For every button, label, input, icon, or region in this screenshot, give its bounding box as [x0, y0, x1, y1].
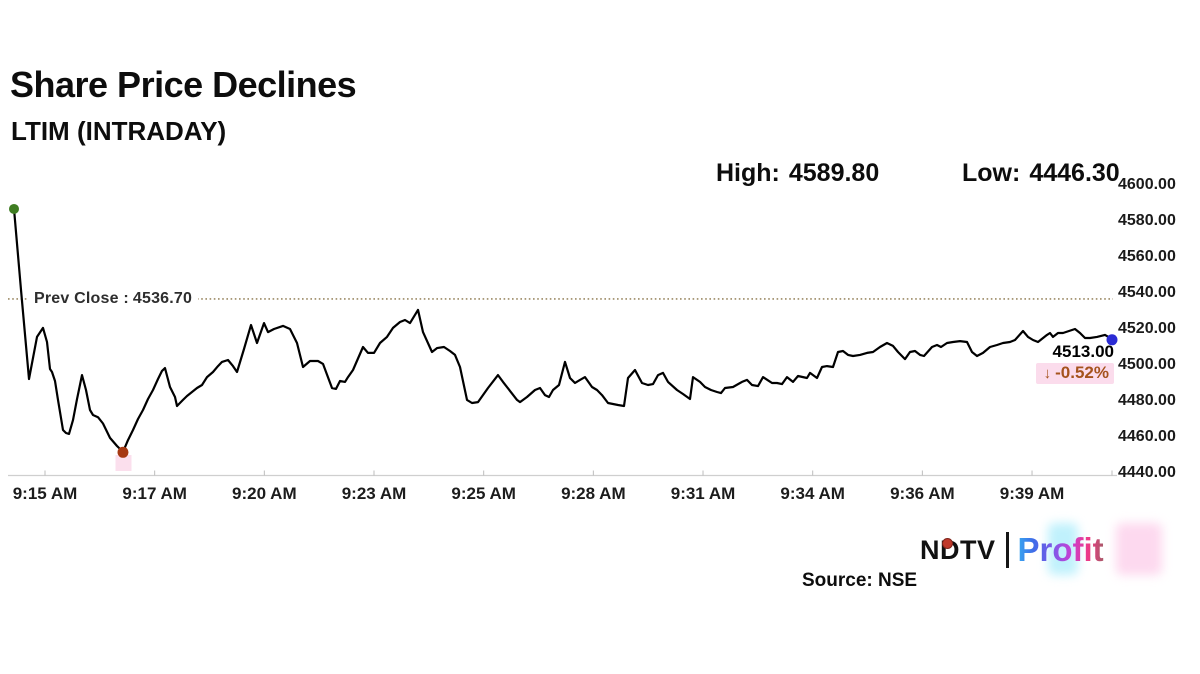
y-axis-label: 4460.00 — [1118, 428, 1176, 445]
x-axis-label: 9:20 AM — [232, 484, 297, 503]
ndtv-wordmark: NDTV — [920, 534, 996, 565]
logo-divider — [1005, 532, 1009, 568]
x-axis-label: 9:39 AM — [999, 484, 1065, 503]
open-marker — [9, 203, 19, 214]
down-arrow-icon: ↓ — [1043, 365, 1052, 382]
y-axis-label: 4600.00 — [1118, 176, 1176, 193]
change-value: -0.52% — [1055, 363, 1109, 382]
low-value: 4446.30 — [1029, 159, 1120, 187]
profit-wordmark: Profit — [1017, 531, 1104, 568]
ndtv-red-dot-icon — [942, 538, 953, 549]
prev-close-label: Prev Close : — [34, 290, 129, 307]
high-stat: High: 4589.80 — [716, 159, 879, 188]
x-axis-label: 9:36 AM — [890, 484, 955, 503]
high-value: 4589.80 — [788, 159, 880, 187]
last-price-label: 4513.00 — [1052, 342, 1114, 361]
last-quote-annotation: 4513.00 ↓ -0.52% — [1035, 342, 1114, 384]
y-axis-label: 4540.00 — [1118, 284, 1176, 301]
price-line — [12, 207, 1114, 453]
x-axis-label: 9:28 AM — [561, 484, 626, 503]
chart-subtitle: LTIM (INTRADAY) — [11, 116, 227, 146]
low-highlight — [115, 455, 132, 471]
x-axis-label: 9:23 AM — [341, 484, 407, 503]
low-label: Low: — [962, 159, 1021, 187]
y-axis-label: 4520.00 — [1118, 320, 1176, 337]
prev-close-annotation: Prev Close :4536.70 — [28, 290, 199, 308]
y-axis-label: 4440.00 — [1118, 464, 1176, 481]
page-title: Share Price Declines — [10, 64, 357, 105]
x-axis-label: 9:25 AM — [451, 484, 516, 503]
logo-glow-pink — [1116, 523, 1162, 575]
source-label: Source: NSE — [802, 570, 918, 591]
ndtv-profit-logo: NDTV Profit — [920, 523, 1162, 575]
low-marker — [117, 446, 129, 458]
x-axis-label: 9:17 AM — [122, 484, 187, 503]
high-label: High: — [716, 159, 780, 187]
last-marker — [1106, 334, 1118, 346]
x-axis-label: 9:31 AM — [670, 484, 736, 503]
y-axis-label: 4560.00 — [1118, 248, 1176, 265]
prev-close-value: 4536.70 — [132, 290, 193, 307]
y-axis-label: 4580.00 — [1118, 212, 1176, 229]
low-stat: Low: 4446.30 — [962, 159, 1120, 188]
x-axis-label: 9:15 AM — [12, 484, 78, 503]
y-axis-label: 4480.00 — [1118, 392, 1176, 409]
logo-glow-cyan — [1048, 523, 1078, 575]
change-label: ↓ -0.52% — [1035, 363, 1114, 384]
x-axis-label: 9:34 AM — [780, 484, 845, 503]
y-axis-label: 4500.00 — [1118, 356, 1176, 373]
